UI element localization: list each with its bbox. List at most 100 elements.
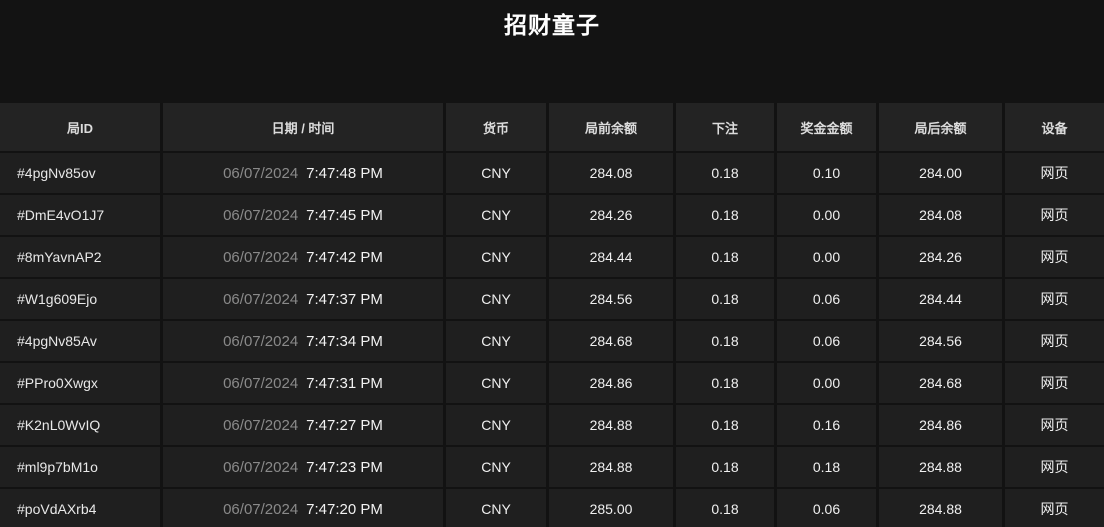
table-row: #8mYavnAP2 06/07/2024 7:47:42 PM CNY 284… [0,237,1104,279]
bet-cell: 0.18 [676,279,777,319]
round-id-cell: #4pgNv85Av [0,321,163,361]
currency-cell: CNY [446,321,549,361]
table-row: #4pgNv85Av 06/07/2024 7:47:34 PM CNY 284… [0,321,1104,363]
column-header-prize: 奖金金额 [777,103,879,151]
device-cell: 网页 [1040,417,1069,433]
balance-before-cell: 285.00 [549,489,676,527]
currency-cell: CNY [446,489,549,527]
time-text: 7:47:42 PM [306,248,383,266]
balance-after-cell: 284.08 [879,195,1005,235]
prize-cell: 0.06 [777,321,879,361]
column-header-balance-after: 局后余额 [879,103,1005,151]
table-row: #ml9p7bM1o 06/07/2024 7:47:23 PM CNY 284… [0,447,1104,489]
time-text: 7:47:48 PM [306,164,383,182]
column-header-currency: 货币 [446,103,549,151]
device-cell: 网页 [1040,501,1069,517]
column-header-bet: 下注 [676,103,777,151]
prize-cell: 0.18 [777,447,879,487]
prize-cell: 0.00 [777,363,879,403]
round-id-cell: #PPro0Xwgx [0,363,163,403]
date-text: 06/07/2024 [223,332,299,350]
date-time-cell: 06/07/2024 7:47:34 PM [163,321,446,361]
table-row: #DmE4vO1J7 06/07/2024 7:47:45 PM CNY 284… [0,195,1104,237]
date-text: 06/07/2024 [223,290,299,308]
table-body: #4pgNv85ov 06/07/2024 7:47:48 PM CNY 284… [0,153,1104,527]
device-cell: 网页 [1040,165,1069,181]
round-id-cell: #poVdAXrb4 [0,489,163,527]
currency-cell: CNY [446,153,549,193]
table-row: #K2nL0WvIQ 06/07/2024 7:47:27 PM CNY 284… [0,405,1104,447]
balance-after-cell: 284.26 [879,237,1005,277]
date-text: 06/07/2024 [223,374,299,392]
date-time-cell: 06/07/2024 7:47:45 PM [163,195,446,235]
bet-cell: 0.18 [676,237,777,277]
date-time-cell: 06/07/2024 7:47:48 PM [163,153,446,193]
bet-cell: 0.18 [676,489,777,527]
time-text: 7:47:34 PM [306,332,383,350]
prize-cell: 0.16 [777,405,879,445]
time-text: 7:47:37 PM [306,290,383,308]
bet-cell: 0.18 [676,195,777,235]
title-bar: 招财童子 [0,0,1104,103]
date-text: 06/07/2024 [223,458,299,476]
table-row: #PPro0Xwgx 06/07/2024 7:47:31 PM CNY 284… [0,363,1104,405]
table-header-row: 局ID 日期 / 时间 货币 局前余额 下注 奖金金额 局后余额 设备 [0,103,1104,153]
date-text: 06/07/2024 [223,164,299,182]
balance-before-cell: 284.08 [549,153,676,193]
date-text: 06/07/2024 [223,248,299,266]
bet-cell: 0.18 [676,363,777,403]
device-cell: 网页 [1040,291,1069,307]
table-row: #4pgNv85ov 06/07/2024 7:47:48 PM CNY 284… [0,153,1104,195]
time-text: 7:47:20 PM [306,500,383,518]
prize-cell: 0.00 [777,195,879,235]
currency-cell: CNY [446,405,549,445]
page-title: 招财童子 [504,12,600,38]
balance-after-cell: 284.00 [879,153,1005,193]
round-id-cell: #W1g609Ejo [0,279,163,319]
date-time-cell: 06/07/2024 7:47:37 PM [163,279,446,319]
balance-after-cell: 284.88 [879,447,1005,487]
prize-cell: 0.06 [777,489,879,527]
balance-after-cell: 284.44 [879,279,1005,319]
device-cell: 网页 [1040,207,1069,223]
table-row: #W1g609Ejo 06/07/2024 7:47:37 PM CNY 284… [0,279,1104,321]
device-cell: 网页 [1040,333,1069,349]
balance-before-cell: 284.88 [549,405,676,445]
time-text: 7:47:45 PM [306,206,383,224]
currency-cell: CNY [446,279,549,319]
time-text: 7:47:31 PM [306,374,383,392]
column-header-date-time: 日期 / 时间 [163,103,446,151]
device-cell: 网页 [1040,375,1069,391]
balance-after-cell: 284.68 [879,363,1005,403]
currency-cell: CNY [446,363,549,403]
prize-cell: 0.06 [777,279,879,319]
device-cell: 网页 [1040,459,1069,475]
balance-before-cell: 284.26 [549,195,676,235]
balance-before-cell: 284.88 [549,447,676,487]
balance-after-cell: 284.86 [879,405,1005,445]
round-id-cell: #DmE4vO1J7 [0,195,163,235]
bet-cell: 0.18 [676,321,777,361]
currency-cell: CNY [446,447,549,487]
table-row: #poVdAXrb4 06/07/2024 7:47:20 PM CNY 285… [0,489,1104,527]
balance-before-cell: 284.68 [549,321,676,361]
round-id-cell: #K2nL0WvIQ [0,405,163,445]
balance-before-cell: 284.86 [549,363,676,403]
prize-cell: 0.00 [777,237,879,277]
balance-after-cell: 284.56 [879,321,1005,361]
bet-cell: 0.18 [676,447,777,487]
time-text: 7:47:23 PM [306,458,383,476]
currency-cell: CNY [446,237,549,277]
round-id-cell: #4pgNv85ov [0,153,163,193]
column-header-device: 设备 [1041,120,1068,136]
balance-after-cell: 284.88 [879,489,1005,527]
device-cell: 网页 [1040,249,1069,265]
time-text: 7:47:27 PM [306,416,383,434]
date-time-cell: 06/07/2024 7:47:27 PM [163,405,446,445]
column-header-balance-before: 局前余额 [549,103,676,151]
bet-cell: 0.18 [676,153,777,193]
currency-cell: CNY [446,195,549,235]
date-time-cell: 06/07/2024 7:47:20 PM [163,489,446,527]
prize-cell: 0.10 [777,153,879,193]
